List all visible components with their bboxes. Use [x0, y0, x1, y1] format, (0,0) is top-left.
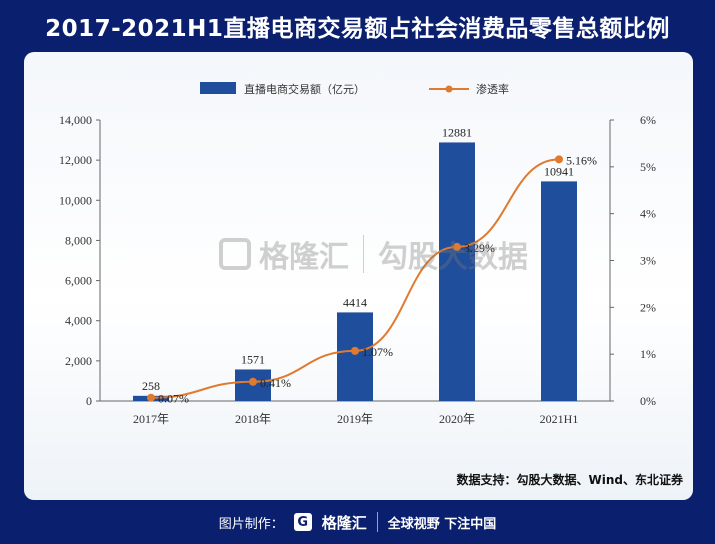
chart-svg: 0 2,000 4,000 6,000 8,000 10,000 12,000 14,000 0…	[59, 82, 656, 426]
category-label: 2017年	[133, 412, 169, 426]
footer-slogan: 全球视野 下注中国	[387, 516, 497, 532]
left-tick-label: 6,000	[65, 274, 92, 288]
category-label: 2019年	[337, 412, 373, 426]
source-note: 数据支持：勾股大数据、Wind、东北证券	[456, 473, 683, 487]
bar	[541, 181, 577, 401]
series-line	[150, 158, 560, 399]
legend-bar-swatch	[200, 82, 236, 94]
category-label: 2018年	[235, 412, 271, 426]
footer-brand: 格隆汇	[321, 513, 367, 532]
line-value-label: 1.07%	[362, 345, 393, 359]
line-value-label: 0.07%	[158, 392, 189, 406]
left-tick-label: 2,000	[65, 354, 92, 368]
footer-logo-icon: G	[293, 513, 312, 531]
line-point	[453, 242, 461, 251]
right-tick-label: 2%	[640, 300, 656, 314]
bar-value-label: 10941	[544, 164, 574, 178]
left-tick-label: 14,000	[59, 113, 92, 127]
chart-card: 0 2,000 4,000 6,000 8,000 10,000 12,000 14,000 0…	[24, 52, 693, 500]
bar-value-label: 1571	[241, 352, 265, 366]
footer: 图片制作： G 格隆汇 全球视野 下注中国	[0, 500, 715, 544]
line-point	[555, 155, 563, 164]
right-tick-label: 0%	[640, 394, 656, 408]
legend-line-marker	[445, 85, 453, 93]
category-label: 2020年	[439, 412, 475, 426]
right-tick-label: 3%	[640, 254, 656, 268]
left-tick-label: 4,000	[65, 314, 92, 328]
bar	[337, 312, 373, 401]
right-tick-label: 1%	[640, 347, 656, 361]
footer-made-by: 图片制作：	[218, 516, 284, 532]
line-point	[147, 393, 155, 402]
line-value-label: 3.29%	[464, 241, 495, 255]
line-point	[351, 346, 359, 355]
left-tick-label: 0	[86, 394, 92, 408]
line-point	[249, 377, 257, 386]
line-value-label: 5.16%	[566, 153, 597, 167]
legend-line-label: 渗透率	[476, 82, 509, 96]
left-tick-label: 12,000	[59, 153, 92, 167]
left-tick-label: 8,000	[65, 233, 92, 247]
right-tick-label: 5%	[640, 160, 656, 174]
bar-value-label: 258	[142, 379, 160, 393]
right-tick-label: 4%	[640, 207, 656, 221]
bar-value-label: 12881	[442, 125, 472, 139]
bar-value-label: 4414	[343, 295, 367, 309]
left-tick-label: 10,000	[59, 193, 92, 207]
legend-bar-label: 直播电商交易额（亿元）	[244, 82, 365, 96]
footer-divider	[376, 512, 378, 532]
chart-title: 2017-2021H1直播电商交易额占社会消费品零售总额比例	[45, 16, 670, 42]
line-value-label: 0.41%	[260, 376, 291, 390]
right-tick-label: 6%	[640, 113, 656, 127]
bar	[439, 142, 475, 401]
category-label: 2021H1	[540, 412, 579, 426]
